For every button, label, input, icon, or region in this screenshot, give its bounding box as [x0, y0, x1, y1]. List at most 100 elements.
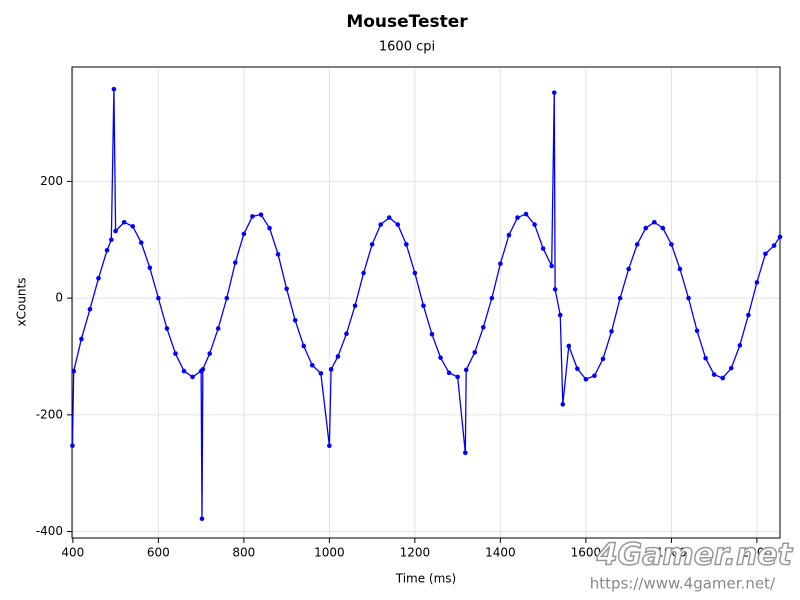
data-point [275, 252, 281, 257]
x-tick-label: 800 [232, 546, 255, 560]
data-point [104, 247, 110, 253]
data-point [711, 372, 717, 377]
data-point [352, 303, 358, 309]
data-point [575, 366, 580, 372]
x-tick-label: 400 [61, 546, 84, 560]
data-point [540, 246, 546, 251]
chart-title: MouseTester [346, 12, 468, 32]
plot-area: 400 600 800 1000 1200 1400 1600 1800 2000 -400 -20… [36, 66, 783, 560]
data-point [421, 303, 426, 309]
data-point [344, 331, 349, 337]
data-point [643, 225, 649, 231]
data-point [429, 332, 435, 337]
data-point [728, 365, 734, 371]
data-point [199, 516, 205, 522]
data-point [258, 212, 264, 217]
y-tick-label: 200 [40, 174, 63, 188]
data-point [207, 351, 212, 356]
data-point [224, 295, 230, 301]
data-point [771, 243, 777, 248]
data-point [763, 251, 768, 257]
data-point [181, 368, 187, 374]
data-point [412, 270, 418, 276]
data-point [583, 376, 589, 382]
data-point [233, 260, 238, 265]
data-point [677, 266, 683, 272]
data-point [109, 237, 114, 243]
data-point [446, 370, 452, 376]
data-line [71, 89, 781, 519]
data-point [71, 368, 77, 374]
data-point [96, 275, 101, 281]
data-point [455, 374, 460, 380]
x-tick-label: 600 [147, 546, 170, 560]
x-tick-label: 1000 [314, 546, 345, 560]
chart-subtitle: 1600 cpi [379, 40, 435, 55]
x-tick-label: 1600 [571, 546, 602, 560]
data-point [173, 351, 178, 356]
data-point [660, 225, 666, 231]
data-point [566, 343, 572, 349]
data-point [200, 367, 206, 372]
data-point [309, 362, 315, 368]
data-point [70, 443, 75, 449]
data-point [378, 222, 383, 227]
data-point [617, 295, 623, 301]
data-point [395, 222, 401, 227]
data-point [301, 343, 307, 349]
data-point [369, 242, 375, 247]
data-point [480, 325, 486, 330]
data-point [557, 312, 563, 318]
data-point [327, 443, 332, 449]
watermark-url: https://www.4gamer.net/ [590, 575, 776, 593]
plot-background [72, 67, 780, 538]
data-point [267, 225, 272, 231]
x-tick-label: 2000 [742, 546, 773, 560]
data-point [686, 295, 691, 301]
data-point [292, 318, 298, 323]
data-point [87, 306, 93, 312]
x-tick-label: 1800 [656, 546, 687, 560]
data-point [113, 228, 118, 234]
data-point [515, 215, 520, 220]
data-point [551, 90, 557, 95]
data-point [138, 240, 144, 245]
data-point [121, 219, 127, 225]
data-point [552, 287, 558, 292]
data-point [523, 211, 529, 217]
data-point [164, 326, 170, 331]
data-point [438, 355, 443, 360]
data-point [754, 280, 760, 285]
data-point [600, 356, 606, 362]
y-axis-label: xCounts [15, 278, 29, 327]
data-point [720, 375, 726, 381]
watermark: 4Gamer.net [596, 538, 794, 573]
data-point [130, 224, 136, 229]
data-point [489, 295, 495, 301]
data-point [147, 265, 153, 271]
data-point [328, 367, 334, 372]
y-tick-label: -200 [36, 407, 63, 421]
data-point [669, 242, 674, 247]
y-tick-label: -400 [36, 524, 63, 538]
data-point [634, 242, 640, 247]
data-point [609, 329, 614, 334]
data-point [506, 232, 512, 238]
data-point [652, 219, 657, 225]
data-point [386, 215, 392, 220]
data-point [463, 367, 469, 373]
x-tick-label: 1400 [485, 546, 516, 560]
data-point [463, 450, 468, 456]
data-point [318, 371, 324, 376]
data-point [335, 354, 341, 359]
data-point [79, 336, 84, 342]
x-tick-label: 1200 [400, 546, 431, 560]
data-point [592, 373, 597, 379]
data-point [156, 295, 161, 301]
data-point [498, 261, 503, 266]
data-point [777, 234, 783, 240]
data-point [560, 402, 566, 407]
data-point [694, 328, 700, 334]
data-point [532, 222, 537, 227]
